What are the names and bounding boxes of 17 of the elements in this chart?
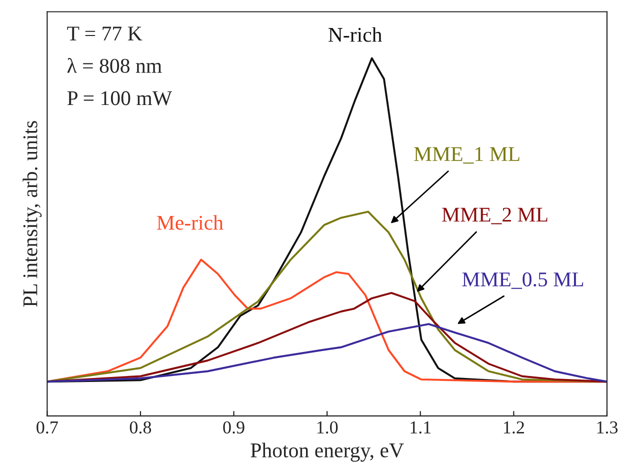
x-tick-label: 0.9 bbox=[223, 421, 244, 434]
x-tick-label: 1.0 bbox=[317, 421, 338, 434]
x-tick-label: 1.2 bbox=[504, 421, 524, 434]
series-label: Me-rich bbox=[156, 215, 224, 230]
x-tick-label: 0.7 bbox=[36, 421, 58, 434]
x-tick-label: 0.8 bbox=[130, 421, 152, 434]
x-tick-label: 1.1 bbox=[410, 421, 431, 434]
annotation: P = 100 mW bbox=[67, 91, 172, 106]
x-tick-label: 1.3 bbox=[597, 421, 618, 434]
annotation: λ = 808 nm bbox=[67, 58, 162, 73]
text: MME_0.5 ML bbox=[462, 272, 584, 289]
x-axis-title: Photon energy, eV bbox=[250, 442, 404, 462]
text: MME_1 ML bbox=[414, 147, 520, 164]
y-axis-title: PL intensity, arb. units bbox=[22, 121, 42, 307]
text: T = 77 K bbox=[67, 26, 142, 40]
text: MME_2 ML bbox=[442, 208, 548, 224]
series-label: N-rich bbox=[328, 27, 382, 42]
